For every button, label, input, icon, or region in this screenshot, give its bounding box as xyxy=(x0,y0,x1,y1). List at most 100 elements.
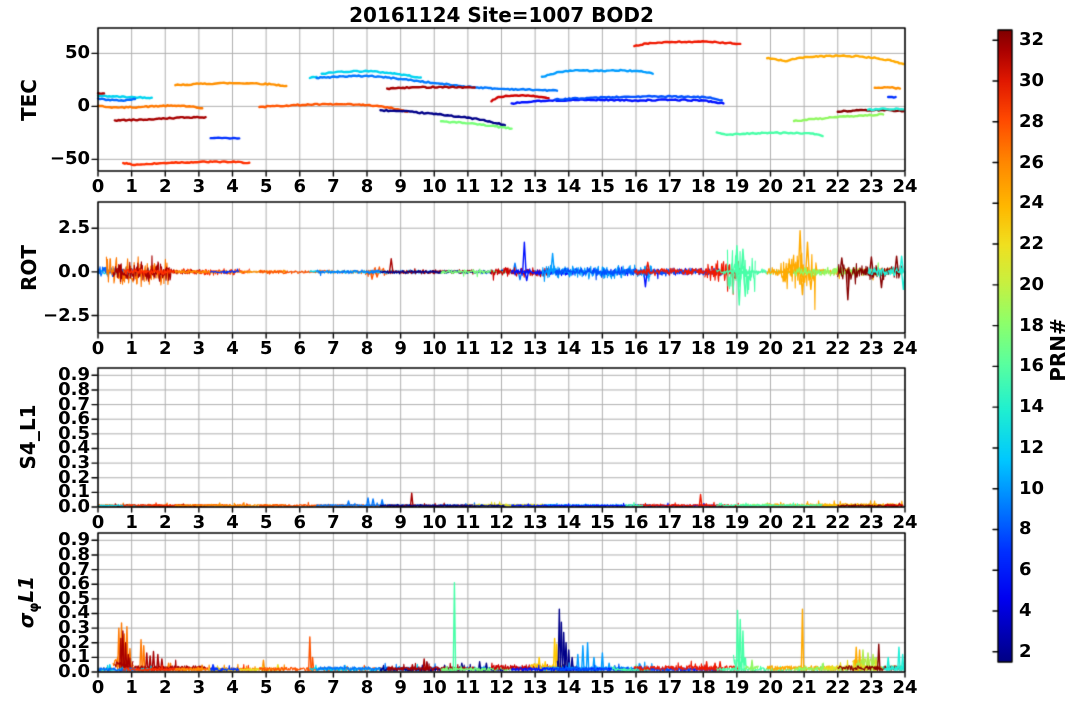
tick-label: 15 xyxy=(589,338,615,359)
tick-label: 6 xyxy=(293,677,307,698)
tick-label: 12 xyxy=(488,176,515,197)
tick-label: 0.2 xyxy=(58,466,90,488)
tick-label: 15 xyxy=(589,176,615,197)
tick-label: 0.2 xyxy=(58,631,90,653)
tick-label: 0 xyxy=(91,512,105,533)
tick-label: 2.5 xyxy=(58,217,90,239)
tick-label: 0.7 xyxy=(58,558,90,580)
tick-label: 10 xyxy=(421,338,447,359)
tick-label: 4 xyxy=(1019,600,1032,622)
tick-label: 6 xyxy=(1019,559,1032,581)
tick-label: 0.7 xyxy=(58,393,90,415)
tick-label: 23 xyxy=(858,677,884,698)
tick-label: 13 xyxy=(522,176,548,197)
tick-label: 2 xyxy=(158,512,172,533)
tick-label: 0.3 xyxy=(58,617,90,639)
tick-label: 6 xyxy=(293,176,307,197)
tick-label: 24 xyxy=(892,512,918,533)
tick-label: 9 xyxy=(394,338,407,359)
tick-label: 0.9 xyxy=(58,364,90,386)
tick-label: 9 xyxy=(394,512,407,533)
tick-label: 9 xyxy=(394,176,407,197)
tick-label: 14 xyxy=(556,338,582,359)
tick-label: 0.8 xyxy=(58,543,90,565)
tick-label: 5 xyxy=(259,176,273,197)
tick-label: 23 xyxy=(858,512,884,533)
tick-label: 24 xyxy=(892,677,918,698)
tick-label: 4 xyxy=(226,677,239,698)
tick-label: 22 xyxy=(825,512,851,533)
tick-label: 7 xyxy=(327,677,340,698)
tick-label: 14 xyxy=(556,512,582,533)
tick-label: 20 xyxy=(757,512,784,533)
tick-label: 50 xyxy=(64,42,90,64)
tick-label: 8 xyxy=(360,176,374,197)
tick-label: 2 xyxy=(158,176,172,197)
tick-label: 0.5 xyxy=(58,422,90,444)
tick-label: 16 xyxy=(623,338,649,359)
tick-label: 0.3 xyxy=(58,452,90,474)
tick-label: 18 xyxy=(690,176,716,197)
tick-label: 22 xyxy=(825,176,851,197)
tick-label: 22 xyxy=(825,338,851,359)
tick-label: 3 xyxy=(192,176,206,197)
tick-label: 14 xyxy=(556,176,582,197)
tick-label: 16 xyxy=(623,677,649,698)
tick-label: 1 xyxy=(125,677,138,698)
tick-label: 21 xyxy=(791,338,817,359)
tick-label: 18 xyxy=(690,338,716,359)
tick-label: 19 xyxy=(724,338,750,359)
tick-label: 17 xyxy=(657,512,683,533)
tick-label: 0.0 xyxy=(58,496,90,517)
tick-label: 13 xyxy=(522,512,548,533)
tick-label: 18 xyxy=(1019,314,1045,336)
tick-label: 26 xyxy=(1019,151,1045,173)
tick-label: 14 xyxy=(1019,396,1045,418)
tick-label: 24 xyxy=(892,176,918,197)
tick-label: 7 xyxy=(327,512,340,533)
tick-label: 0.6 xyxy=(58,573,90,595)
tick-label: 22 xyxy=(1019,233,1045,255)
tick-label: 0.0 xyxy=(58,260,90,282)
tick-label: 0.1 xyxy=(58,646,90,668)
tick-label: 19 xyxy=(724,677,750,698)
tick-label: 2 xyxy=(158,338,172,359)
tick-label: 12 xyxy=(488,338,515,359)
tick-label: 23 xyxy=(858,338,884,359)
tick-label: 8 xyxy=(360,677,374,698)
tick-label: 28 xyxy=(1019,110,1045,132)
tick-label: 0.8 xyxy=(58,378,90,400)
tick-label: 17 xyxy=(657,176,683,197)
tick-label: 8 xyxy=(360,338,374,359)
tick-label: 21 xyxy=(791,677,817,698)
tick-label: 14 xyxy=(556,677,582,698)
tick-label: 0.0 xyxy=(58,661,90,682)
tick-label: 4 xyxy=(226,512,239,533)
tick-label: 23 xyxy=(858,176,884,197)
tick-label: 7 xyxy=(327,338,340,359)
chart-title: 20161124 Site=1007 BOD2 xyxy=(349,3,654,27)
tick-label: 1 xyxy=(125,176,138,197)
tick-label: 20 xyxy=(757,338,784,359)
tick-label: 3 xyxy=(192,512,206,533)
tick-label: 19 xyxy=(724,176,750,197)
tick-label: 5 xyxy=(259,338,273,359)
tick-label: 19 xyxy=(724,512,750,533)
tick-label: 6 xyxy=(293,338,307,359)
tick-label: 11 xyxy=(455,677,481,698)
tick-label: 12 xyxy=(488,677,515,698)
tick-label: 8 xyxy=(1019,518,1032,540)
tick-label: 10 xyxy=(421,512,447,533)
tick-label: 0.4 xyxy=(58,602,90,624)
tick-label: 0.4 xyxy=(58,437,90,459)
tick-label: 8 xyxy=(360,512,374,533)
tick-label: 0 xyxy=(91,176,105,197)
tick-label: 0.9 xyxy=(58,529,90,551)
tick-label: 0.6 xyxy=(58,408,90,430)
tick-label: 3 xyxy=(192,677,206,698)
tick-label: 16 xyxy=(1019,355,1045,377)
tick-label: −50 xyxy=(49,148,90,170)
tick-label: 11 xyxy=(455,338,481,359)
tick-label: 18 xyxy=(690,677,716,698)
